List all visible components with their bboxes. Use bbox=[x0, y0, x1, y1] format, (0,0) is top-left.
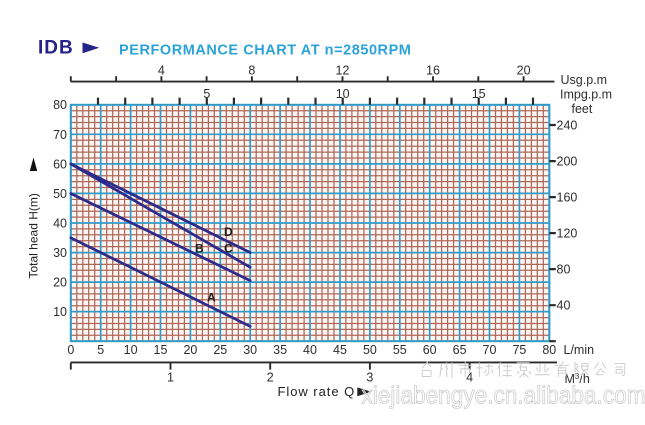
svg-text:70: 70 bbox=[483, 343, 497, 357]
svg-text:75: 75 bbox=[512, 343, 526, 357]
svg-text:20: 20 bbox=[53, 276, 67, 290]
svg-text:65: 65 bbox=[453, 343, 467, 357]
svg-text:60: 60 bbox=[53, 157, 67, 171]
svg-text:25: 25 bbox=[213, 343, 227, 357]
svg-text:30: 30 bbox=[53, 246, 67, 260]
svg-text:8: 8 bbox=[248, 64, 255, 78]
svg-text:1: 1 bbox=[167, 370, 174, 384]
svg-text:45: 45 bbox=[333, 343, 347, 357]
svg-text:200: 200 bbox=[557, 154, 578, 168]
svg-text:Flow rate Q: Flow rate Q bbox=[278, 384, 356, 399]
svg-text:IDB: IDB bbox=[38, 38, 74, 59]
svg-text:80: 80 bbox=[557, 262, 571, 276]
svg-text:xiejiabengye.cn.alibaba.com: xiejiabengye.cn.alibaba.com bbox=[362, 381, 645, 409]
svg-text:5: 5 bbox=[203, 87, 210, 101]
svg-text:20: 20 bbox=[183, 343, 197, 357]
svg-text:40: 40 bbox=[303, 343, 317, 357]
svg-text:16: 16 bbox=[426, 64, 440, 78]
svg-text:A: A bbox=[207, 291, 216, 305]
svg-text:10: 10 bbox=[336, 87, 350, 101]
svg-text:PERFORMANCE CHART AT n=2850RPM: PERFORMANCE CHART AT n=2850RPM bbox=[119, 43, 411, 59]
svg-text:35: 35 bbox=[273, 343, 287, 357]
svg-text:30: 30 bbox=[243, 343, 257, 357]
svg-text:12: 12 bbox=[336, 64, 350, 78]
svg-text:4: 4 bbox=[158, 64, 165, 78]
svg-text:C: C bbox=[224, 242, 233, 256]
svg-text:120: 120 bbox=[557, 226, 578, 240]
svg-text:Usg.p.m: Usg.p.m bbox=[561, 73, 608, 87]
svg-text:5: 5 bbox=[97, 343, 104, 357]
svg-text:Impg.p.m: Impg.p.m bbox=[560, 87, 612, 101]
svg-text:10: 10 bbox=[124, 343, 138, 357]
svg-text:15: 15 bbox=[154, 343, 168, 357]
svg-text:50: 50 bbox=[363, 343, 377, 357]
svg-text:80: 80 bbox=[53, 98, 67, 112]
svg-text:70: 70 bbox=[53, 128, 67, 142]
svg-text:10: 10 bbox=[53, 305, 67, 319]
svg-text:15: 15 bbox=[472, 87, 486, 101]
svg-text:240: 240 bbox=[557, 118, 578, 132]
svg-text:50: 50 bbox=[53, 187, 67, 201]
svg-text:2: 2 bbox=[267, 370, 274, 384]
svg-text:40: 40 bbox=[53, 216, 67, 230]
svg-text:55: 55 bbox=[393, 343, 407, 357]
svg-text:feet: feet bbox=[572, 102, 593, 116]
svg-text:L/min: L/min bbox=[564, 343, 595, 357]
svg-text:20: 20 bbox=[517, 64, 531, 78]
svg-text:160: 160 bbox=[557, 190, 578, 204]
svg-text:40: 40 bbox=[557, 299, 571, 313]
svg-text:60: 60 bbox=[423, 343, 437, 357]
svg-text:B: B bbox=[195, 242, 204, 256]
svg-text:80: 80 bbox=[542, 343, 556, 357]
svg-text:Total head H(m): Total head H(m) bbox=[27, 193, 41, 278]
svg-text:0: 0 bbox=[67, 343, 74, 357]
svg-text:D: D bbox=[224, 225, 233, 239]
